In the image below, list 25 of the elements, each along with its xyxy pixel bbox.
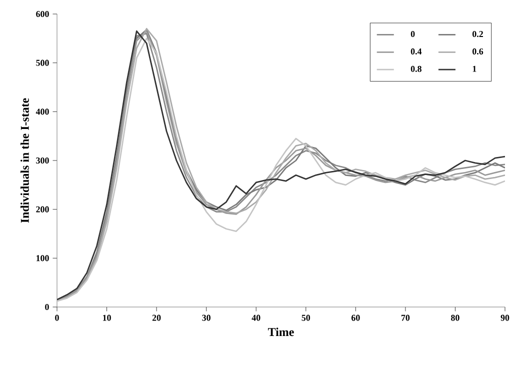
x-tick-label: 10 [103, 314, 111, 321]
x-axis-title: Time [268, 328, 294, 336]
y-tick-label: 500 [36, 60, 49, 66]
x-tick-label: 70 [401, 314, 410, 321]
x-tick-label: 20 [152, 314, 161, 321]
y-axis-title: Individuals in the I-state [20, 98, 29, 223]
y-tick-label: 400 [36, 108, 49, 115]
x-tick-label: 0 [55, 314, 59, 321]
x-tick-label: 60 [351, 314, 360, 321]
x-tick-label: 80 [451, 314, 460, 321]
legend-label: 0.6 [472, 48, 484, 55]
y-tick-label: 0 [45, 304, 49, 310]
y-tick-label: 600 [36, 10, 49, 18]
x-tick-label: 50 [302, 314, 310, 321]
legend-label: 0.4 [410, 48, 422, 55]
y-tick-label: 200 [36, 206, 49, 212]
x-tick-label: 30 [202, 314, 210, 321]
y-tick-label: 300 [36, 157, 49, 164]
x-tick-label: 40 [252, 314, 260, 321]
x-tick-label: 90 [500, 314, 510, 321]
y-tick-label: 100 [36, 255, 49, 262]
legend-label: 0.2 [472, 30, 483, 38]
legend-label: 1 [472, 66, 476, 72]
legend-label: 0 [410, 30, 415, 38]
legend-label: 0.8 [410, 66, 422, 72]
